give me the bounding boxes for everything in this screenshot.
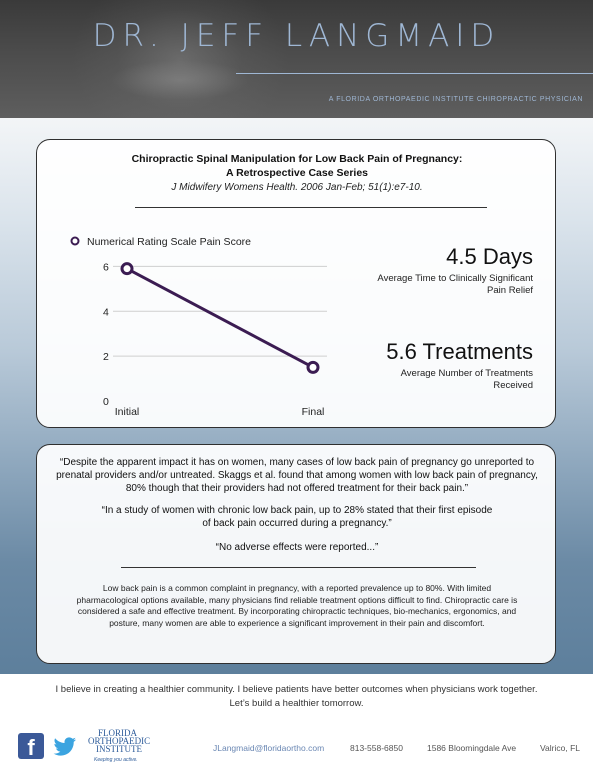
- study-divider: [135, 207, 487, 208]
- logo-line-1: FLORIDA: [98, 728, 138, 738]
- stat-days-label: Average Time to Clinically Significant P…: [377, 273, 533, 296]
- quotes-card: “Despite the apparent impact it has on w…: [36, 444, 556, 664]
- series-line: [126, 267, 314, 369]
- y-tick-label: 2: [103, 351, 109, 363]
- legend-label: Numerical Rating Scale Pain Score: [87, 236, 251, 248]
- summary-paragraph: Low back pain is a common complaint in p…: [76, 583, 518, 628]
- facebook-icon[interactable]: f: [18, 733, 44, 760]
- quote-2: “In a study of women with chronic low ba…: [101, 505, 493, 529]
- study-card: Chiropractic Spinal Manipulation for Low…: [36, 139, 556, 428]
- study-citation: J Midwifery Womens Health. 2006 Jan-Feb;…: [171, 182, 423, 193]
- stat-days-value: 4.5 Days: [446, 244, 533, 269]
- stat-treatments-value: 5.6 Treatments: [386, 339, 533, 364]
- quote-1: “Despite the apparent impact it has on w…: [56, 457, 538, 494]
- street-address: 1586 Bloomingdale Ave: [427, 743, 517, 753]
- y-tick-label: 0: [103, 396, 109, 408]
- y-tick-label: 6: [103, 261, 109, 273]
- pain-score-chart: 0 2 4 6 Initial Final Numerical Rating Scale…: [70, 236, 327, 418]
- footer: I believe in creating a healthier commun…: [0, 674, 593, 768]
- logo-tagline: Keeping you active.: [94, 757, 138, 763]
- quote-3: “No adverse effects were reported...”: [215, 542, 379, 553]
- x-tick-label: Final: [302, 406, 325, 418]
- header-rule: [236, 73, 593, 74]
- logo-line-3: INSTITUTE: [96, 744, 142, 754]
- twitter-icon[interactable]: [52, 737, 78, 757]
- header-tagline: A FLORIDA ORTHOPAEDIC INSTITUTE CHIROPRA…: [328, 96, 583, 103]
- hands-photo: [70, 0, 290, 118]
- foi-logo-wordmark: FLORIDA ORTHOPAEDIC INSTITUTE: [88, 728, 151, 754]
- doctor-name: DR. JEFF LANGMAID: [92, 18, 501, 54]
- quotes-divider: [121, 567, 476, 568]
- foi-logo: FLORIDA ORTHOPAEDIC INSTITUTE Keeping yo…: [88, 728, 151, 765]
- stat-treatments-label: Average Number of Treatments Received: [400, 368, 533, 391]
- belief-line-1: I believe in creating a healthier commun…: [55, 684, 538, 695]
- legend-marker: [70, 236, 80, 246]
- email-link[interactable]: JLangmaid@floridaortho.com: [213, 743, 325, 753]
- x-tick-label: Initial: [115, 406, 140, 418]
- logo-line-2: ORTHOPAEDIC: [88, 736, 151, 746]
- hands-photo-detail: [110, 60, 250, 100]
- city-state: Valrico, FL: [540, 743, 580, 753]
- data-point: [120, 262, 134, 276]
- header-banner: DR. JEFF LANGMAID A FLORIDA ORTHOPAEDIC …: [0, 0, 593, 118]
- phone-number: 813-558-6850: [350, 743, 403, 753]
- belief-statement: I believe in creating a healthier commun…: [0, 683, 593, 711]
- study-title-line2: A Retrospective Case Series: [225, 167, 369, 179]
- belief-line-2: Let’s build a healthier tomorrow.: [229, 698, 364, 709]
- y-tick-label: 4: [103, 306, 109, 318]
- study-title-line1: Chiropractic Spinal Manipulation for Low…: [131, 153, 463, 165]
- data-point: [306, 360, 320, 374]
